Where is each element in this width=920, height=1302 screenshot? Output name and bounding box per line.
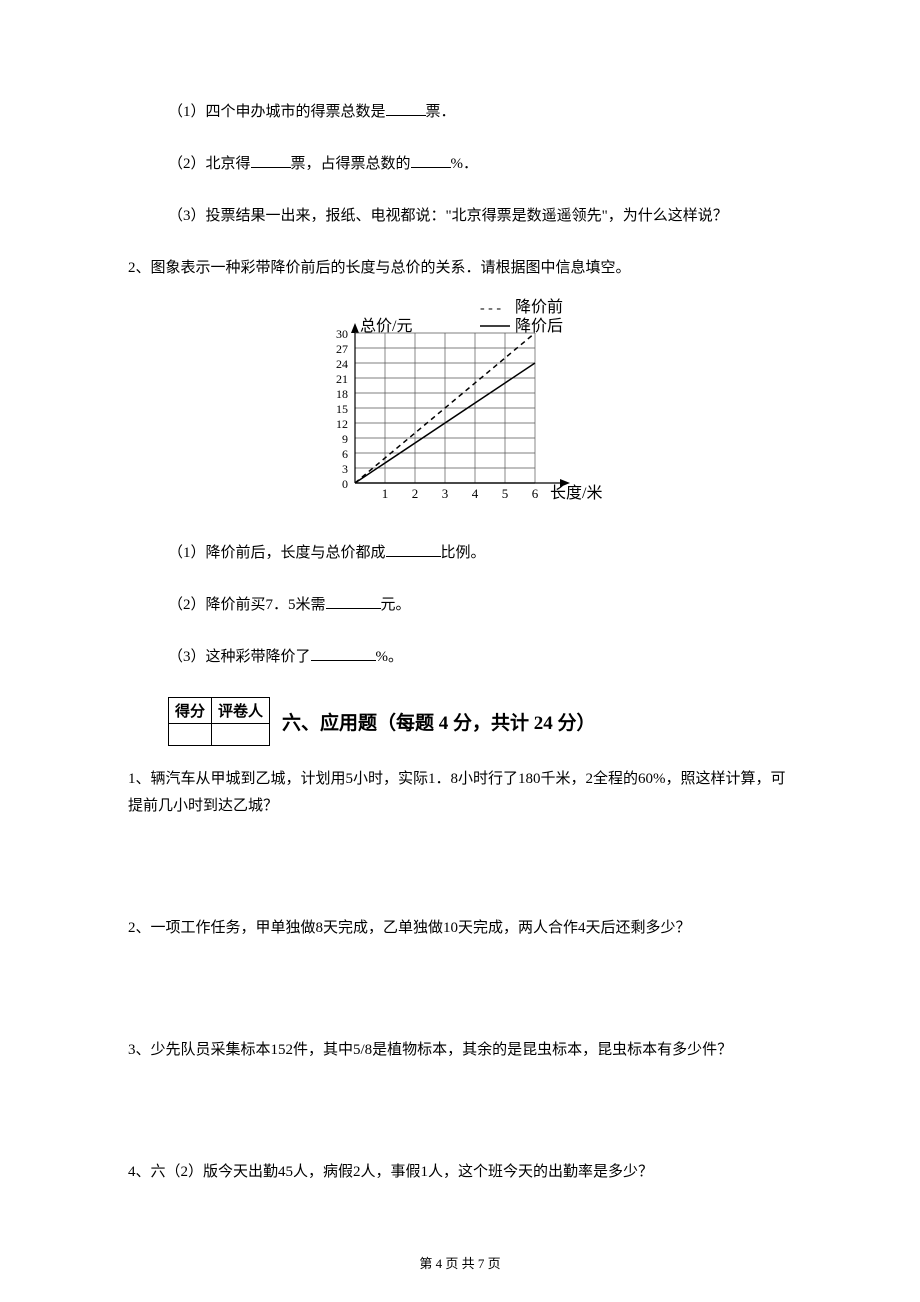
score-empty-cell — [169, 724, 212, 746]
score-empty-cell — [212, 724, 270, 746]
x-tick: 2 — [412, 486, 419, 501]
app-q4: 4、六（2）版今天出勤45人，病假2人，事假1人，这个班今天的出勤率是多少？ — [128, 1159, 792, 1186]
y-tick: 0 — [342, 477, 348, 491]
app-q4-text: 4、六（2）版今天出勤45人，病假2人，事假1人，这个班今天的出勤率是多少？ — [128, 1164, 653, 1180]
price-chart: - - - 降价前 降价后 总价/元 30 27 — [128, 298, 792, 513]
blank — [326, 593, 381, 609]
score-header-col2: 评卷人 — [212, 698, 270, 724]
q2-sub1-suffix: 比例。 — [441, 545, 486, 561]
y-tick: 3 — [342, 462, 348, 476]
legend-after-text: 降价后 — [515, 317, 563, 335]
y-tick: 18 — [336, 387, 348, 401]
q2-sub3-suffix: %。 — [376, 649, 404, 665]
app-q1: 1、辆汽车从甲城到乙城，计划用5小时，实际1．8小时行了180千米，2全程的60… — [128, 766, 792, 820]
y-tick: 9 — [342, 432, 348, 446]
app-q2: 2、一项工作任务，甲单独做8天完成，乙单独做10天完成，两人合作4天后还剩多少？ — [128, 915, 792, 942]
blank — [251, 152, 291, 168]
score-box: 得分 评卷人 — [168, 697, 270, 746]
x-tick: 1 — [382, 486, 389, 501]
legend-before-dash: - - - — [480, 301, 501, 316]
x-tick: 6 — [532, 486, 539, 501]
y-tick: 21 — [336, 372, 348, 386]
q1-sub1: （1）四个申办城市的得票总数是 票． — [128, 100, 792, 124]
x-axis-label: 长度/米 — [550, 484, 602, 502]
y-tick: 6 — [342, 447, 348, 461]
blank — [386, 541, 441, 557]
y-tick: 27 — [336, 342, 348, 356]
page-footer-text: 第 4 页 共 7 页 — [419, 1256, 500, 1271]
x-tick: 3 — [442, 486, 449, 501]
q1-sub2-prefix: （2）北京得 — [168, 156, 251, 172]
q1-sub3-text: （3）投票结果一出来，报纸、电视都说："北京得票是数遥遥领先"，为什么这样说？ — [168, 208, 728, 224]
chart-svg: - - - 降价前 降价后 总价/元 30 27 — [310, 298, 610, 508]
q1-sub1-prefix: （1）四个申办城市的得票总数是 — [168, 104, 386, 120]
q2-sub2-suffix: 元。 — [381, 597, 411, 613]
page-footer: 第 4 页 共 7 页 — [0, 1253, 920, 1272]
q1-sub2-mid: 票，占得票总数的 — [291, 156, 411, 172]
app-q1-text: 1、辆汽车从甲城到乙城，计划用5小时，实际1．8小时行了180千米，2全程的60… — [128, 771, 786, 814]
q2-sub2-prefix: （2）降价前买7．5米需 — [168, 597, 326, 613]
y-tick: 30 — [336, 327, 348, 341]
section6-header: 得分 评卷人 六、应用题（每题 4 分，共计 24 分） — [128, 697, 792, 746]
y-axis-arrow — [351, 323, 359, 333]
y-axis-label: 总价/元 — [360, 317, 412, 335]
app-q2-text: 2、一项工作任务，甲单独做8天完成，乙单独做10天完成，两人合作4天后还剩多少？ — [128, 920, 691, 936]
legend-before-text: 降价前 — [515, 298, 563, 316]
score-table: 得分 评卷人 — [168, 697, 270, 746]
app-q3-text: 3、少先队员采集标本152件，其中5/8是植物标本，其余的是昆虫标本，昆虫标本有… — [128, 1042, 732, 1058]
y-tick: 15 — [336, 402, 348, 416]
q2-intro: 2、图象表示一种彩带降价前后的长度与总价的关系．请根据图中信息填空。 — [128, 256, 792, 280]
y-tick: 24 — [336, 357, 348, 371]
q2-sub2: （2）降价前买7．5米需 元。 — [128, 593, 792, 617]
score-header-col1: 得分 — [169, 698, 212, 724]
q2-intro-text: 2、图象表示一种彩带降价前后的长度与总价的关系．请根据图中信息填空。 — [128, 260, 631, 276]
app-q3: 3、少先队员采集标本152件，其中5/8是植物标本，其余的是昆虫标本，昆虫标本有… — [128, 1037, 792, 1064]
x-tick: 4 — [472, 486, 479, 501]
q1-sub3: （3）投票结果一出来，报纸、电视都说："北京得票是数遥遥领先"，为什么这样说？ — [128, 204, 792, 228]
section6-title: 六、应用题（每题 4 分，共计 24 分） — [282, 708, 596, 735]
q2-sub3-prefix: （3）这种彩带降价了 — [168, 649, 311, 665]
q1-sub2: （2）北京得 票，占得票总数的 %． — [128, 152, 792, 176]
q2-sub3: （3）这种彩带降价了 %。 — [128, 645, 792, 669]
blank — [311, 645, 376, 661]
q2-sub1: （1）降价前后，长度与总价都成 比例。 — [128, 541, 792, 565]
x-tick: 5 — [502, 486, 509, 501]
q1-sub1-suffix: 票． — [426, 104, 456, 120]
y-tick: 12 — [336, 417, 348, 431]
blank — [386, 100, 426, 116]
blank — [411, 152, 451, 168]
q2-sub1-prefix: （1）降价前后，长度与总价都成 — [168, 545, 386, 561]
q1-sub2-suffix: %． — [451, 156, 479, 172]
